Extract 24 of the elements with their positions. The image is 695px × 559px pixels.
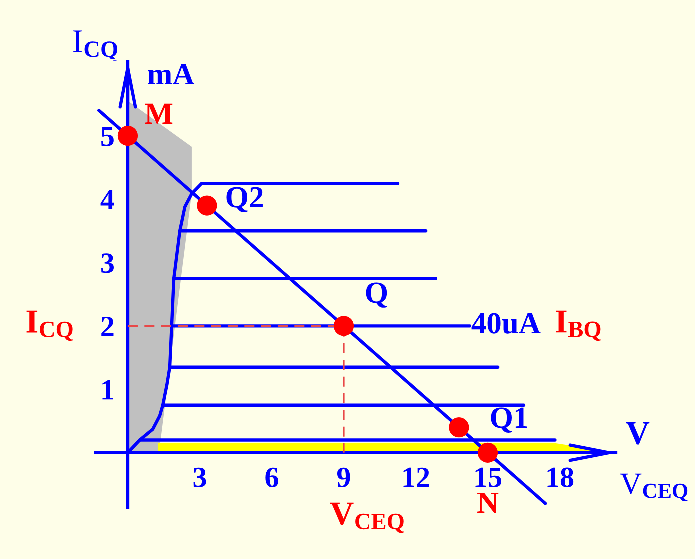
y-tick-label: 3 [101,254,114,274]
x-tick-label: 6 [266,468,278,488]
y-tick-label: 1 [102,380,114,400]
annotation: M [145,104,173,124]
annotation: mA [148,64,195,84]
annotation: Q1 [491,408,528,433]
text: V [626,422,650,445]
annotation: V$_{CEQ}$ [330,502,404,534]
x-tick-label: 9 [337,468,350,488]
y-axis-title: I$_{CQ}$ [73,30,118,61]
series-label: 40uA [472,313,541,334]
annotation: I$_{BQ}$ [556,310,601,342]
x-tick-label: 15 [476,468,502,488]
text: I$_{CQ}$ [26,310,73,342]
x-tick-label: 12 [404,468,430,488]
y-tick-label: 5 [102,127,114,146]
x-tick-label: 18 [548,468,574,488]
annotation: Q [366,282,388,308]
x-axis-title: V$_{CEQ}$ [620,474,688,502]
y-tick-label: 2 [102,316,114,336]
x-tick-label: 3 [194,468,206,488]
annotation: N [478,493,499,514]
annotation: Q2 [226,187,263,212]
y-tick-label: 4 [100,190,114,210]
